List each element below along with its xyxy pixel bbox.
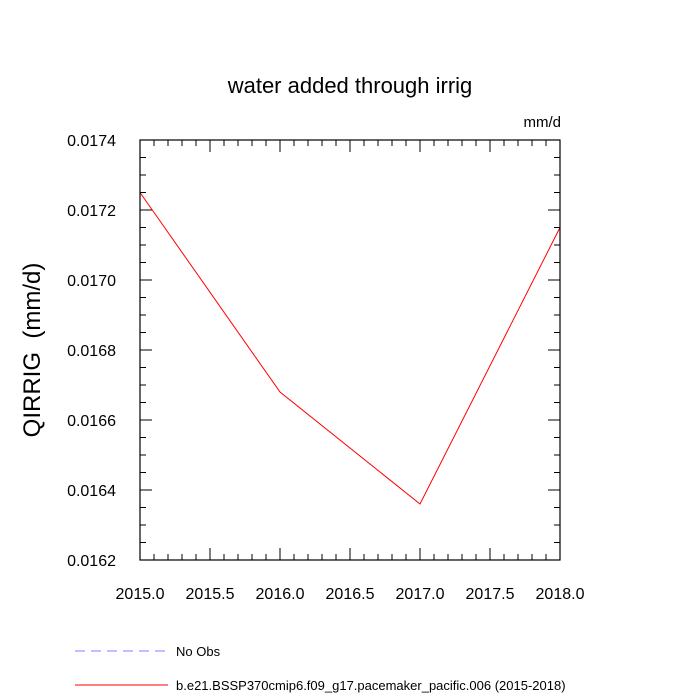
x-tick-label: 2018.0	[536, 586, 585, 603]
legend-label-model: b.e21.BSSP370cmip6.f09_g17.pacemaker_pac…	[176, 678, 566, 693]
legend-label-no-obs: No Obs	[176, 644, 221, 659]
x-tick-label: 2015.0	[116, 586, 165, 603]
x-tick-label: 2017.0	[396, 586, 445, 603]
axis-ticks	[139, 139, 561, 561]
y-tick-label: 0.0172	[67, 203, 116, 220]
x-tick-label: 2016.5	[326, 586, 375, 603]
y-axis-label: QIRRIG (mm/d)	[19, 263, 46, 438]
plot-frame	[139, 139, 561, 561]
series-layer	[139, 192, 561, 505]
y-tick-label: 0.0168	[67, 343, 116, 360]
legend: No Obs b.e21.BSSP370cmip6.f09_g17.pacema…	[75, 644, 566, 693]
series-line	[139, 192, 561, 505]
x-tick-label: 2015.5	[186, 586, 235, 603]
units-label: mm/d	[524, 114, 562, 131]
x-tick-label: 2017.5	[466, 586, 515, 603]
x-tick-label: 2016.0	[256, 586, 305, 603]
x-tick-labels: 2015.0 2015.5 2016.0 2016.5 2017.0 2017.5 2018…	[116, 586, 585, 603]
y-tick-label: 0.0162	[67, 553, 116, 570]
y-tick-label: 0.0170	[67, 273, 116, 290]
y-tick-label: 0.0174	[67, 133, 116, 150]
y-tick-label: 0.0166	[67, 413, 116, 430]
y-tick-labels: 0.0162 0.0164 0.0166 0.0168 0.0170 0.0172 0.01…	[67, 133, 116, 570]
chart-title: water added through irrig	[227, 73, 473, 98]
y-tick-label: 0.0164	[67, 483, 116, 500]
